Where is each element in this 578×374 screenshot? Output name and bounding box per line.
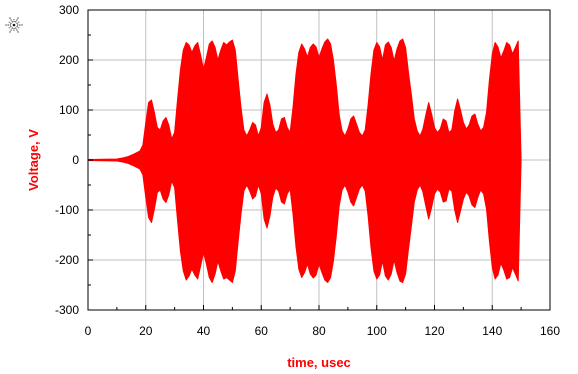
- series-1-envelope: [88, 39, 521, 283]
- spark-ray: [10, 28, 13, 33]
- y-tick-label: -300: [55, 303, 79, 317]
- x-tick-label: 140: [482, 324, 502, 338]
- y-axis: 300 200 100 0 -100 -200 -300: [55, 3, 93, 317]
- series-1: [88, 39, 521, 283]
- y-tick-label: -200: [55, 253, 79, 267]
- x-tick-label: 120: [424, 324, 444, 338]
- agilent-spark-icon: [5, 17, 23, 33]
- x-tick-label: 0: [85, 324, 92, 338]
- x-tick-label: 60: [255, 324, 269, 338]
- spark-ray: [10, 17, 13, 22]
- y-tick-label: 0: [72, 153, 79, 167]
- logo: [5, 17, 23, 33]
- x-tick-label: 100: [367, 324, 387, 338]
- spark-center: [13, 24, 16, 27]
- x-axis-title: time, usec: [287, 355, 351, 370]
- x-tick-label: 20: [139, 324, 153, 338]
- x-tick-label: 80: [312, 324, 326, 338]
- spark-ray: [16, 28, 19, 33]
- y-tick-label: 100: [59, 103, 79, 117]
- y-tick-label: -100: [55, 203, 79, 217]
- x-tick-label: 40: [197, 324, 211, 338]
- spark-ray: [9, 27, 12, 29]
- y-tick-label: 300: [59, 3, 79, 17]
- spark-ray: [16, 17, 19, 22]
- y-tick-label: 200: [59, 53, 79, 67]
- spark-ray: [17, 22, 20, 24]
- spark-ray: [17, 27, 20, 29]
- spark-ray: [9, 22, 12, 24]
- y-axis-title: Voltage, V: [26, 129, 41, 191]
- x-tick-label: 160: [540, 324, 560, 338]
